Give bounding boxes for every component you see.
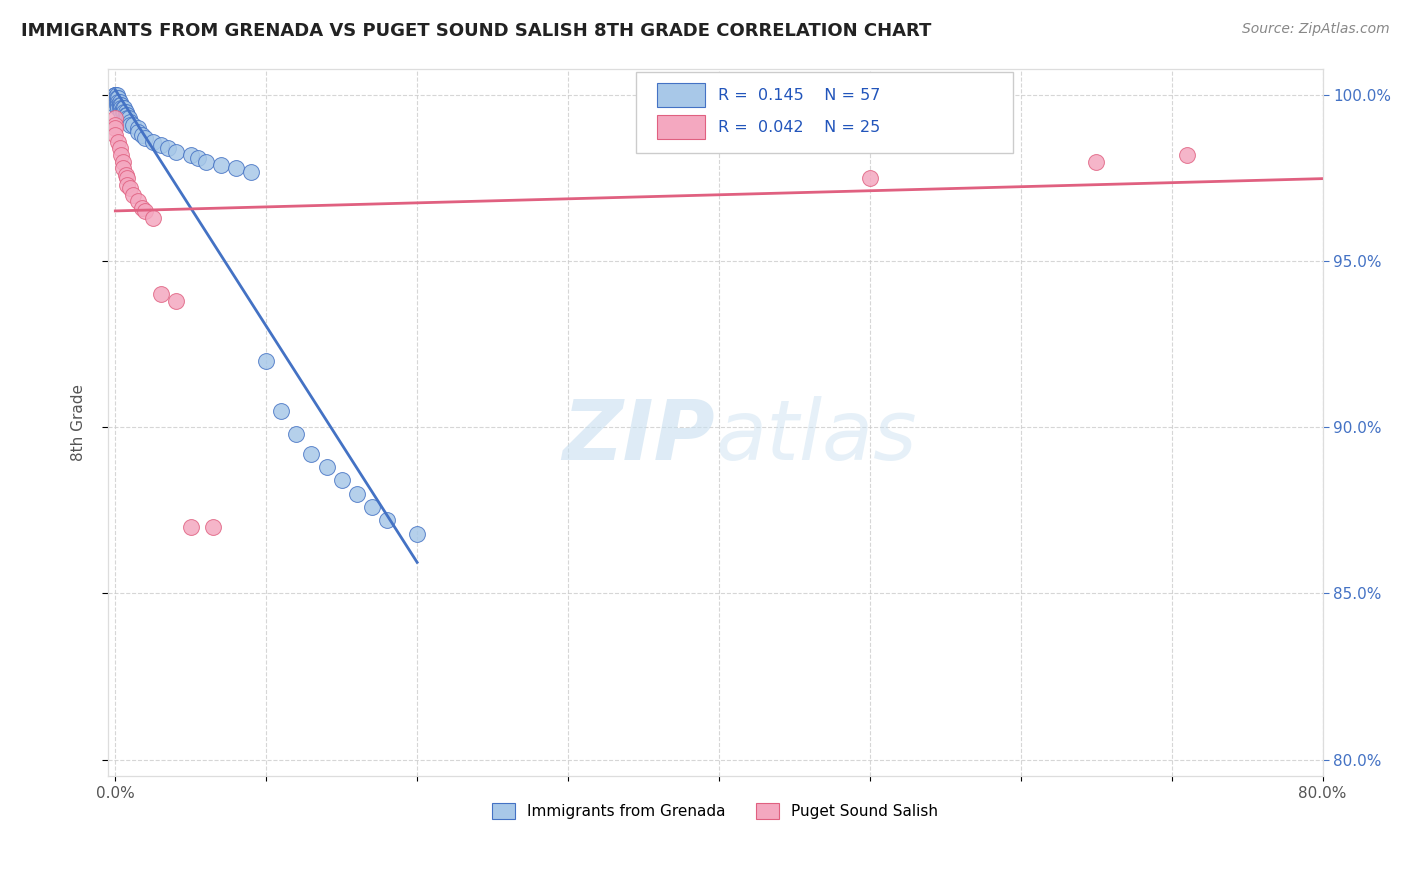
Point — [107, 95, 129, 109]
Point — [104, 91, 127, 105]
FancyBboxPatch shape — [657, 114, 706, 139]
Point — [142, 211, 165, 225]
Point — [1175, 148, 1198, 162]
Point — [285, 427, 308, 442]
Point — [149, 287, 172, 301]
Point — [375, 513, 398, 527]
Point — [117, 108, 139, 122]
Point — [112, 104, 135, 119]
Point — [120, 114, 142, 128]
Text: R =  0.145    N = 57: R = 0.145 N = 57 — [717, 88, 880, 103]
Text: atlas: atlas — [716, 396, 917, 477]
Point — [131, 201, 153, 215]
Point — [104, 128, 127, 142]
Text: ZIP: ZIP — [562, 396, 716, 477]
Point — [122, 187, 145, 202]
Point — [254, 354, 277, 368]
Point — [104, 121, 127, 136]
Point — [1085, 154, 1108, 169]
Point — [105, 95, 128, 109]
Point — [270, 403, 292, 417]
Point — [108, 102, 131, 116]
Point — [115, 168, 138, 182]
Point — [120, 181, 142, 195]
Point — [117, 178, 139, 192]
Point — [127, 125, 149, 139]
Point — [117, 171, 139, 186]
FancyBboxPatch shape — [636, 72, 1012, 153]
Text: Source: ZipAtlas.com: Source: ZipAtlas.com — [1241, 22, 1389, 37]
Text: R =  0.042    N = 25: R = 0.042 N = 25 — [717, 120, 880, 135]
FancyBboxPatch shape — [657, 83, 706, 107]
Point — [142, 135, 165, 149]
Point — [194, 154, 217, 169]
Point — [315, 460, 337, 475]
Point — [122, 118, 145, 132]
Point — [110, 148, 132, 162]
Point — [127, 121, 149, 136]
Point — [225, 161, 247, 176]
Point — [118, 112, 141, 126]
Point — [115, 104, 138, 119]
Point — [346, 487, 368, 501]
Point — [104, 95, 127, 109]
Point — [105, 91, 128, 105]
Point — [107, 91, 129, 105]
Point — [105, 98, 128, 112]
Point — [202, 520, 225, 534]
Point — [108, 141, 131, 155]
Point — [111, 161, 134, 176]
Point — [180, 520, 202, 534]
Point — [115, 108, 138, 122]
Point — [108, 95, 131, 109]
Point — [104, 88, 127, 103]
Y-axis label: 8th Grade: 8th Grade — [72, 384, 86, 461]
Point — [110, 102, 132, 116]
Point — [165, 145, 187, 159]
Point — [104, 98, 127, 112]
Point — [134, 204, 156, 219]
Point — [107, 98, 129, 112]
Point — [108, 98, 131, 112]
Point — [859, 171, 882, 186]
Point — [240, 164, 263, 178]
Point — [107, 102, 129, 116]
Point — [360, 500, 382, 514]
Point — [301, 447, 323, 461]
Point — [187, 151, 209, 165]
Point — [165, 294, 187, 309]
Point — [104, 88, 127, 103]
Point — [111, 102, 134, 116]
Point — [127, 194, 149, 209]
Point — [110, 104, 132, 119]
Point — [111, 104, 134, 119]
Point — [111, 154, 134, 169]
Point — [105, 88, 128, 103]
Point — [157, 141, 180, 155]
Point — [209, 158, 232, 172]
Point — [134, 131, 156, 145]
Point — [112, 102, 135, 116]
Text: IMMIGRANTS FROM GRENADA VS PUGET SOUND SALISH 8TH GRADE CORRELATION CHART: IMMIGRANTS FROM GRENADA VS PUGET SOUND S… — [21, 22, 931, 40]
Point — [104, 91, 127, 105]
Point — [107, 135, 129, 149]
Point — [149, 137, 172, 152]
Point — [104, 88, 127, 103]
Point — [104, 112, 127, 126]
Point — [104, 118, 127, 132]
Legend: Immigrants from Grenada, Puget Sound Salish: Immigrants from Grenada, Puget Sound Sal… — [486, 797, 945, 825]
Point — [406, 526, 429, 541]
Point — [180, 148, 202, 162]
Point — [110, 98, 132, 112]
Point — [131, 128, 153, 142]
Point — [117, 112, 139, 126]
Point — [330, 474, 353, 488]
Point — [120, 118, 142, 132]
